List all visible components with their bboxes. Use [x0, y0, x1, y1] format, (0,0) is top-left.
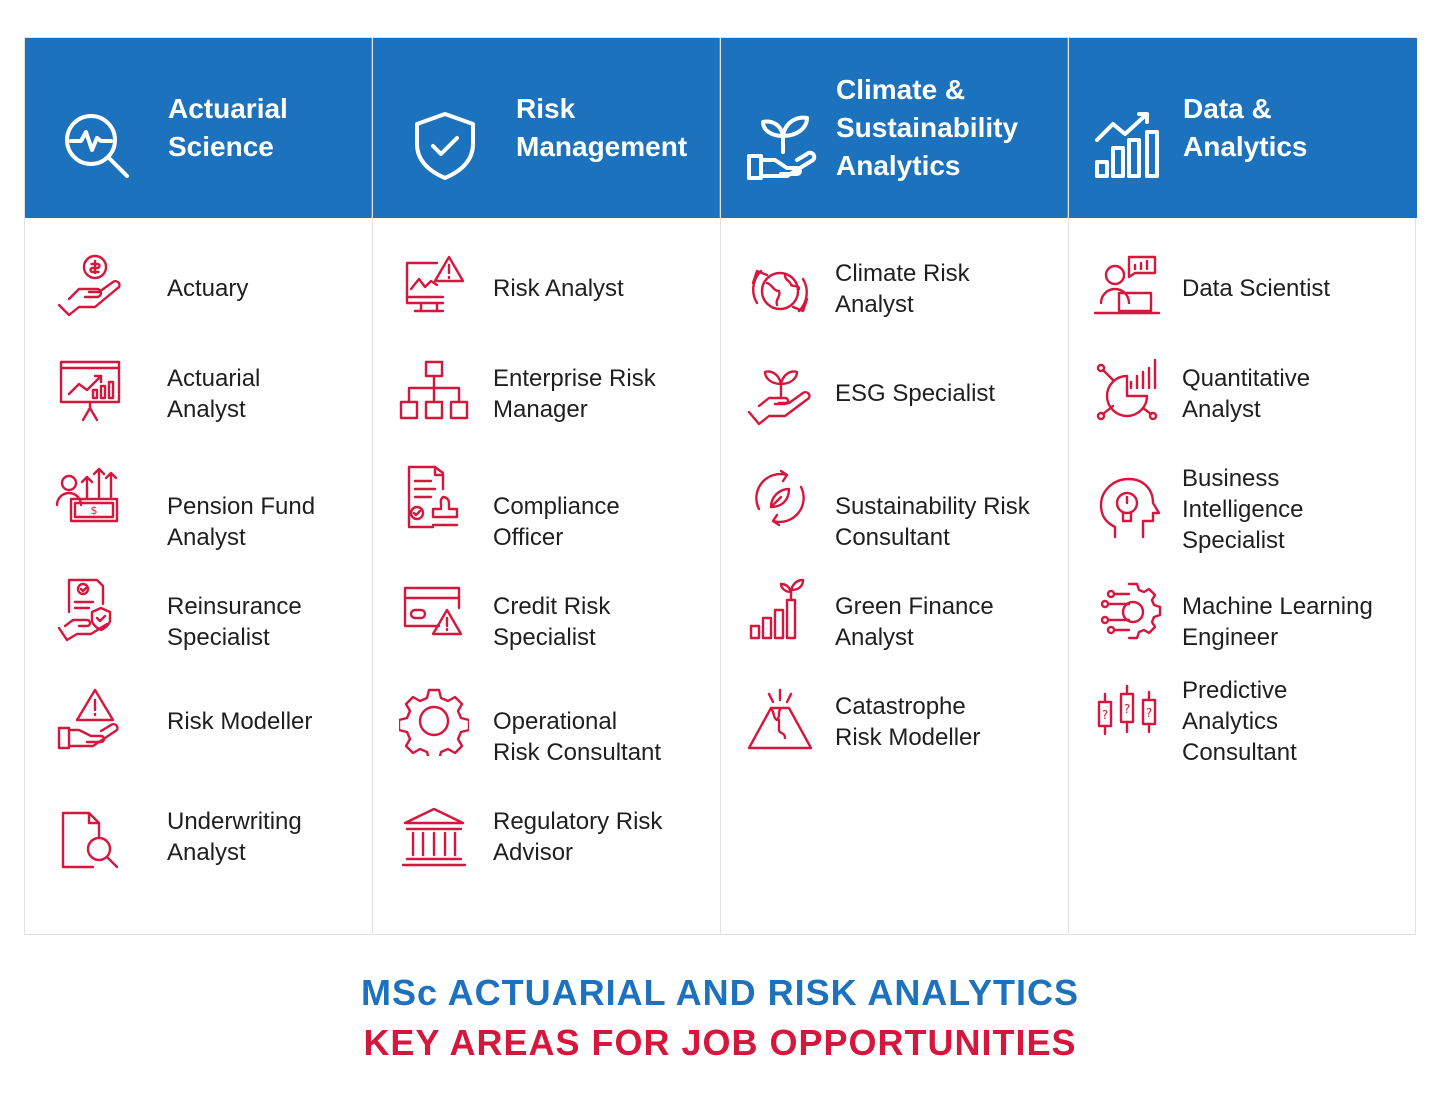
volcano-icon — [745, 686, 815, 756]
list-item-label: Actuarial Analyst — [167, 365, 261, 423]
growth-plant-icon — [745, 576, 815, 646]
pension-growth-icon: $ — [55, 463, 125, 533]
list-item-label: Risk Analyst — [493, 275, 624, 302]
person-laptop-icon — [1093, 253, 1163, 323]
monitor-warning-icon — [399, 253, 469, 323]
document-search-icon — [55, 803, 125, 873]
list-item-label: Climate Risk Analyst — [835, 260, 970, 318]
list-item-label: Business Intelligence Specialist — [1182, 465, 1304, 554]
warning-hand-icon — [55, 686, 125, 756]
credit-card-warning-icon — [399, 576, 469, 646]
list-item-label: Sustainability Risk Consultant — [835, 493, 1030, 551]
list-item-label: Underwriting Analyst — [167, 808, 302, 866]
column-header: Data & Analytics — [1069, 38, 1417, 218]
shield-check-icon — [409, 110, 481, 182]
plant-hand-icon — [745, 110, 817, 182]
candlestick-question-icon: ??? — [1093, 680, 1163, 750]
column-header: Risk Management — [373, 38, 720, 218]
sprout-hand-icon — [745, 358, 815, 428]
pie-bar-chart-icon — [1093, 358, 1163, 428]
list-item-label: Credit Risk Specialist — [493, 593, 611, 651]
circuit-gear-icon — [1093, 576, 1163, 646]
presentation-chart-icon — [55, 358, 125, 428]
svg-text:?: ? — [1124, 702, 1130, 716]
institution-icon — [399, 803, 469, 873]
column-actuarial-science: Actuarial Science Actuary Actuarial Anal… — [25, 38, 373, 934]
column-climate-sustainability: Climate & Sustainability Analytics Clima… — [721, 38, 1069, 934]
column-header: Actuarial Science — [25, 38, 372, 218]
gear-icon — [397, 686, 471, 762]
job-areas-board: Actuarial Science Actuary Actuarial Anal… — [24, 37, 1417, 935]
list-item-label: ESG Specialist — [835, 380, 996, 407]
list-item-label: Pension Fund Analyst — [167, 493, 316, 551]
column-header: Climate & Sustainability Analytics — [721, 38, 1068, 218]
list-item-label: Compliance Officer — [493, 493, 620, 551]
list-item-label: Catastrophe Risk Modeller — [835, 693, 981, 751]
leaf-recycle-icon — [745, 463, 815, 533]
list-item-label: Operational Risk Consultant — [493, 708, 662, 766]
bar-chart-trend-icon — [1093, 110, 1165, 182]
policy-shield-hand-icon — [55, 576, 125, 646]
svg-text:?: ? — [1146, 706, 1152, 720]
list-item-label: Reinsurance Specialist — [167, 593, 302, 651]
org-chart-icon — [399, 358, 469, 428]
list-item-label: Green Finance Analyst — [835, 593, 994, 651]
list-item-label: Risk Modeller — [167, 708, 313, 735]
column-data-analytics: Data & Analytics Data Scientist Quantita… — [1069, 38, 1417, 934]
column-title: Climate & Sustainability Analytics — [836, 74, 1019, 181]
list-item-label: Data Scientist — [1182, 275, 1331, 302]
column-title: Actuarial Science — [168, 93, 288, 162]
list-item-label: Machine Learning Engineer — [1182, 593, 1373, 651]
svg-text:$: $ — [91, 504, 98, 517]
list-item-label: Enterprise Risk Manager — [493, 365, 656, 423]
list-item-label: Actuary — [167, 275, 249, 302]
document-stamp-icon — [399, 463, 469, 533]
column-title: Risk Management — [516, 93, 688, 162]
list-item-label: Regulatory Risk Advisor — [493, 808, 663, 866]
brain-bulb-icon — [1093, 473, 1163, 543]
analytics-search-icon — [61, 110, 133, 182]
list-item-label: Predictive Analytics Consultant — [1182, 677, 1297, 766]
globe-cycle-icon — [745, 253, 815, 323]
footer-title: MSc ACTUARIAL AND RISK ANALYTICS — [360, 972, 1080, 1013]
column-risk-management: Risk Management Risk Analyst Enterprise … — [373, 38, 721, 934]
footer-subtitle: KEY AREAS FOR JOB OPPORTUNITIES — [363, 1022, 1077, 1063]
svg-text:?: ? — [1102, 708, 1108, 722]
money-hand-icon — [55, 253, 125, 323]
column-title: Data & Analytics — [1183, 93, 1308, 162]
list-item-label: Quantitative Analyst — [1182, 365, 1311, 423]
